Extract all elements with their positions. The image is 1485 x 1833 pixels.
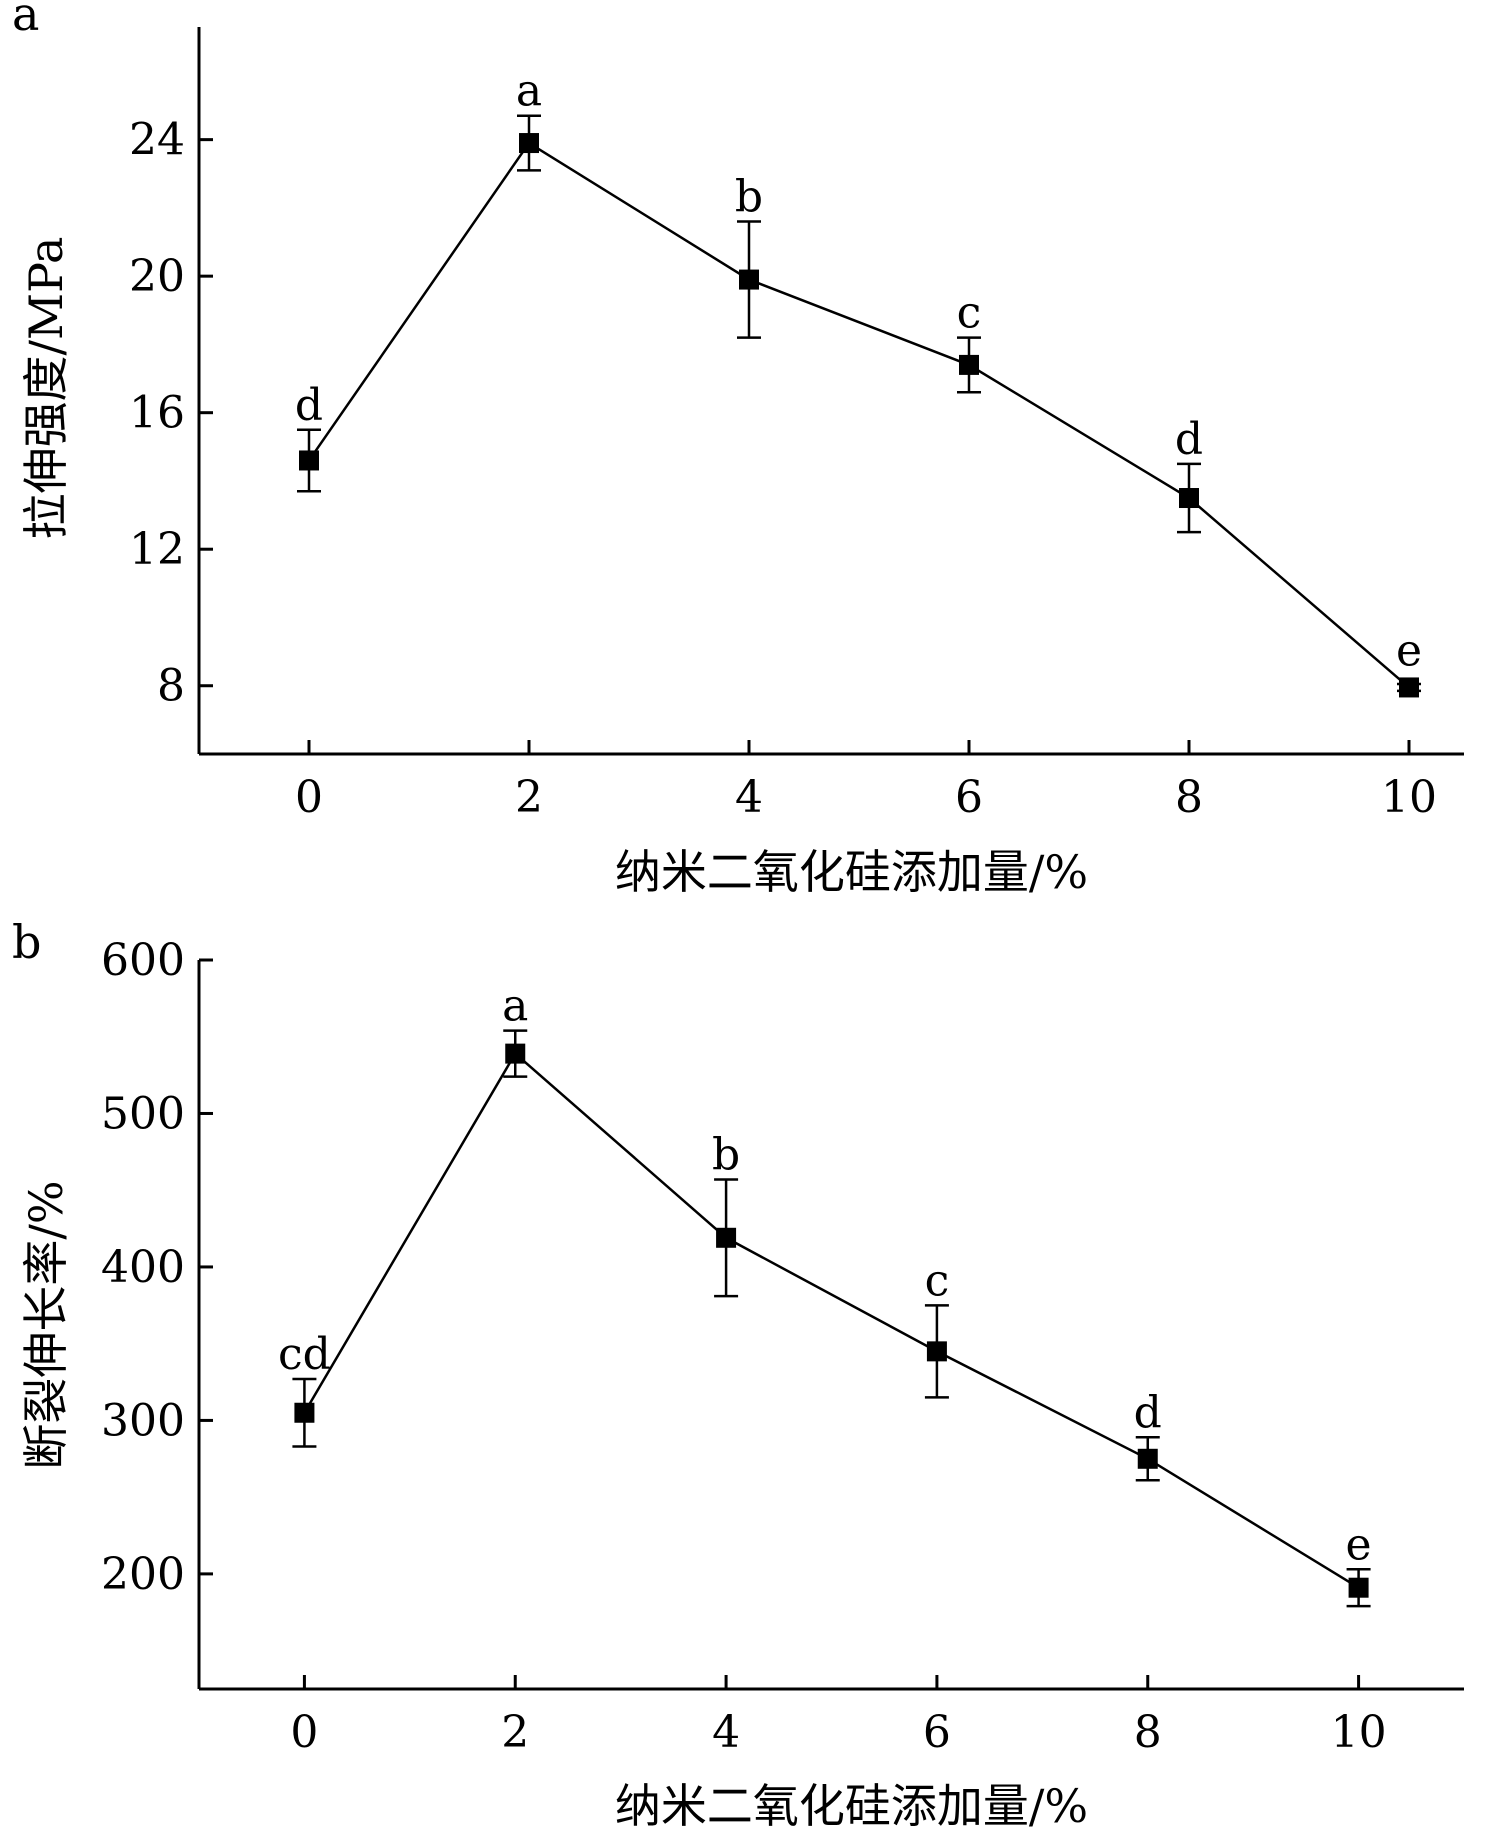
- x-axis-title: 纳米二氧化硅添加量/%: [615, 1779, 1088, 1833]
- y-tick-label: 24: [129, 115, 185, 166]
- x-tick-label: 10: [1381, 772, 1437, 823]
- data-point: [519, 133, 539, 154]
- significance-label: b: [735, 172, 763, 223]
- significance-label: c: [925, 1255, 950, 1306]
- x-axis-title: 纳米二氧化硅添加量/%: [615, 845, 1088, 899]
- x-tick-label: 2: [501, 1707, 529, 1758]
- data-point: [1179, 488, 1199, 509]
- data-point: [1348, 1577, 1369, 1598]
- data-point: [299, 450, 319, 471]
- significance-label: b: [712, 1129, 740, 1180]
- significance-label: e: [1396, 625, 1422, 676]
- y-tick-label: 300: [101, 1395, 185, 1446]
- x-tick-label: 6: [955, 772, 983, 823]
- y-axis-title: 断裂伸长率/%: [19, 1180, 73, 1469]
- y-tick-label: 16: [129, 388, 185, 439]
- y-tick-label: 12: [129, 524, 185, 575]
- data-point: [294, 1402, 315, 1423]
- x-tick-label: 0: [295, 772, 323, 823]
- data-point: [739, 269, 759, 290]
- series-line: [303, 1051, 1360, 1589]
- significance-label: d: [1175, 414, 1203, 465]
- data-point: [1137, 1448, 1158, 1469]
- series-line: [307, 141, 1410, 689]
- y-tick-label: 500: [101, 1088, 185, 1139]
- x-tick-label: 10: [1331, 1707, 1387, 1758]
- y-tick-label: 8: [157, 661, 185, 712]
- y-tick-label: 600: [101, 935, 185, 986]
- significance-label: e: [1346, 1519, 1372, 1570]
- data-point: [1399, 677, 1419, 698]
- significance-label: d: [1134, 1387, 1162, 1438]
- significance-label: d: [295, 380, 323, 431]
- data-point: [959, 354, 979, 375]
- x-tick-label: 0: [290, 1707, 318, 1758]
- data-point: [926, 1341, 947, 1362]
- x-tick-label: 2: [515, 772, 543, 823]
- significance-label: c: [957, 288, 982, 339]
- data-point: [716, 1227, 737, 1248]
- x-tick-label: 4: [712, 1707, 740, 1758]
- x-tick-label: 8: [1134, 1707, 1162, 1758]
- data-point: [505, 1043, 526, 1064]
- panel-label: b: [12, 915, 41, 969]
- y-tick-label: 20: [129, 251, 185, 302]
- significance-label: cd: [278, 1329, 331, 1380]
- chart-elongation-at-break: 200 300 400 500 600 0 2 4 6 8 10 纳米二氧化硅添加量/% 断裂伸长率/%…: [12, 915, 1464, 1833]
- x-tick-label: 4: [735, 772, 763, 823]
- significance-label: a: [516, 66, 542, 117]
- y-axis-title: 拉伸强度/MPa: [19, 237, 73, 540]
- x-tick-label: 6: [923, 1707, 951, 1758]
- significance-label: a: [502, 981, 528, 1032]
- y-tick-label: 400: [101, 1242, 185, 1293]
- y-tick-label: 200: [101, 1549, 185, 1600]
- x-tick-label: 8: [1175, 772, 1203, 823]
- panel-label: a: [12, 0, 39, 41]
